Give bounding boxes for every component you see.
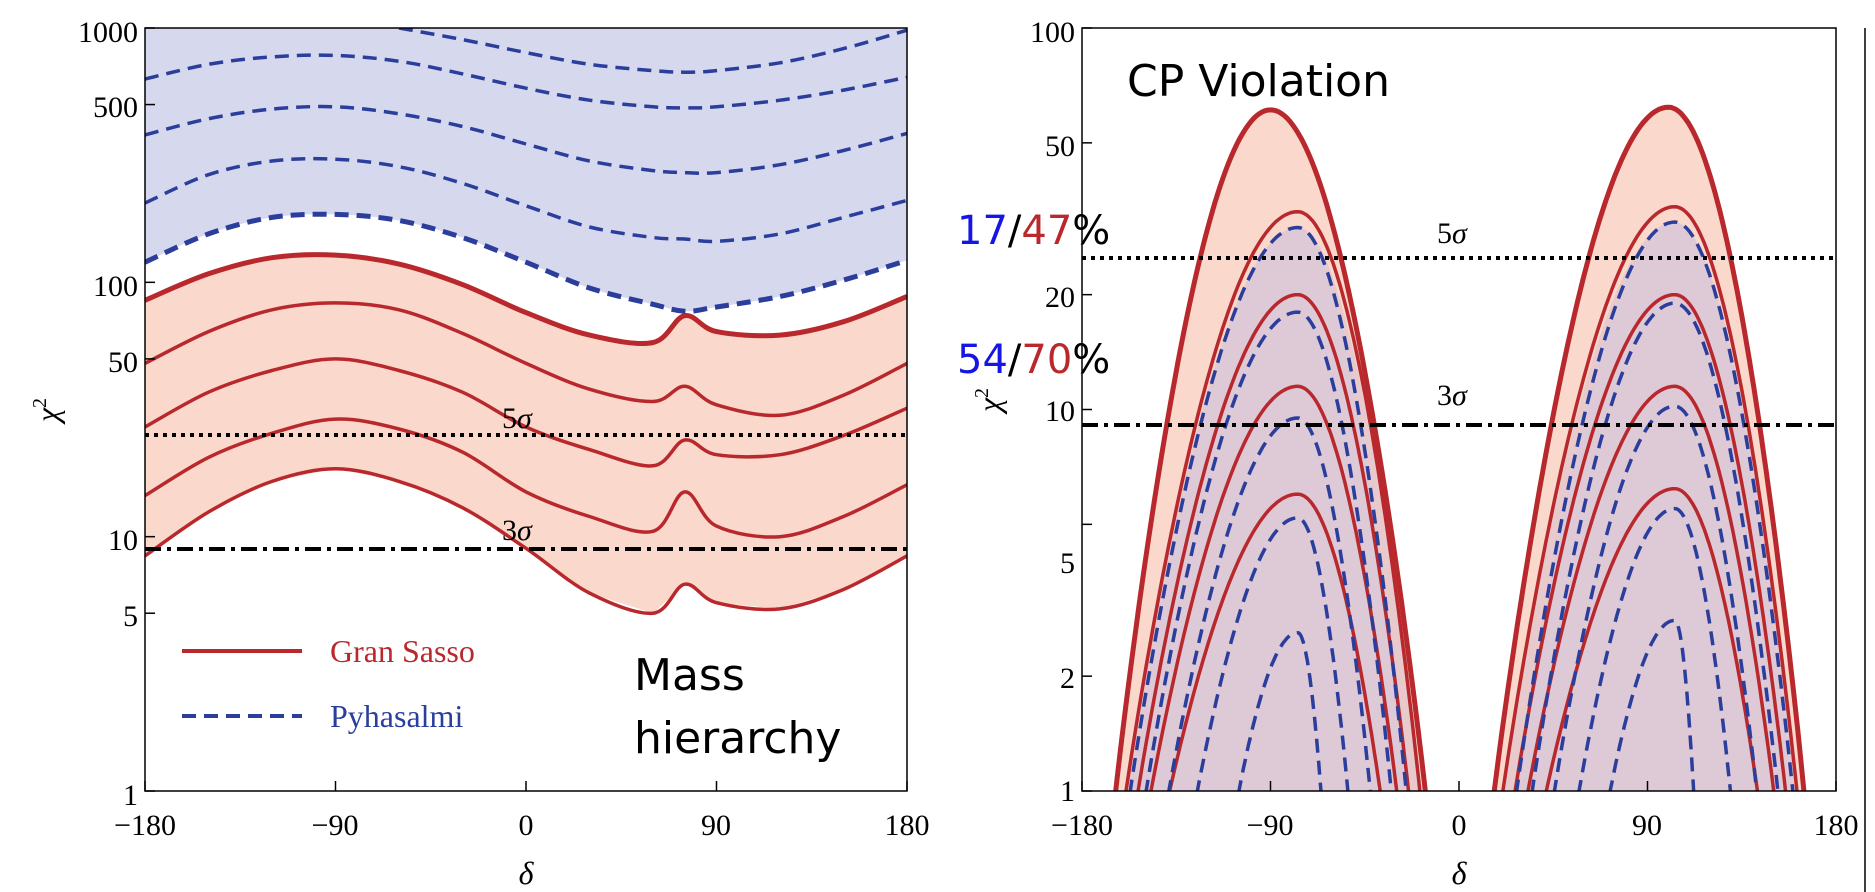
mass-hierarchy-panel: 5σ 3σ 1000 500 100 50 10 5 1 −180 −90 0 … bbox=[29, 16, 930, 891]
y-tick-label: 1 bbox=[1060, 775, 1075, 808]
cp-violation-title: CP Violation bbox=[1127, 56, 1390, 107]
y-axis-label: χ2 bbox=[971, 388, 1007, 415]
mass-hierarchy-curves bbox=[145, 28, 907, 616]
gran-sasso-curve bbox=[1501, 204, 1799, 791]
pyhasalmi-curve bbox=[145, 53, 907, 110]
x-tick-label: −90 bbox=[312, 809, 359, 842]
mass-hierarchy-note-line2: hierarchy bbox=[634, 713, 841, 764]
pyhasalmi-curve bbox=[1167, 416, 1373, 791]
y-tick-label: 50 bbox=[1045, 130, 1075, 163]
y-tick-label: 5 bbox=[1060, 547, 1075, 580]
cp-violation-curves bbox=[1113, 104, 1807, 791]
gran-sasso-curve bbox=[145, 466, 907, 616]
legend-pyhasalmi-label: Pyhasalmi bbox=[330, 698, 463, 734]
x-tick-label: 90 bbox=[701, 809, 731, 842]
legend: Gran Sasso Pyhasalmi bbox=[182, 633, 475, 734]
x-tick-labels-left: −180 −90 0 90 180 bbox=[114, 809, 929, 842]
y-tick-label: 1 bbox=[123, 779, 138, 812]
gran-sasso-curve bbox=[1513, 292, 1788, 791]
pyhasalmi-curve bbox=[398, 28, 907, 74]
five-sigma-label: 5σ bbox=[502, 402, 533, 435]
pyhasalmi-curve bbox=[1195, 516, 1350, 791]
x-axis-label: δ bbox=[1452, 855, 1468, 891]
pyhasalmi-curve bbox=[1514, 220, 1795, 791]
gran-sasso-curve bbox=[1113, 107, 1428, 791]
y-tick-label: 500 bbox=[93, 91, 138, 124]
gran-sasso-curve bbox=[1526, 384, 1776, 791]
x-tick-label: −180 bbox=[114, 809, 176, 842]
y-tick-label: 100 bbox=[1030, 16, 1075, 49]
y-tick-labels-left: 1000 500 100 50 10 5 1 bbox=[78, 16, 138, 812]
gran-sasso-curve bbox=[1124, 209, 1422, 791]
x-tick-label: 180 bbox=[1814, 809, 1859, 842]
x-tick-label: 180 bbox=[885, 809, 930, 842]
y-tick-label: 50 bbox=[108, 346, 138, 379]
x-tick-label: 0 bbox=[519, 809, 534, 842]
overlap-band bbox=[1126, 227, 1420, 791]
pyhasalmi-curve bbox=[1530, 301, 1780, 791]
left-axis-ticks bbox=[144, 27, 908, 792]
pyhasalmi-curve bbox=[145, 211, 907, 314]
pyhasalmi-curve bbox=[145, 104, 907, 176]
pyhasalmi-curve bbox=[1577, 506, 1733, 791]
gran-sasso-curve bbox=[1136, 292, 1411, 791]
pyhasalmi-band bbox=[145, 28, 907, 312]
pyhasalmi-curve bbox=[1552, 404, 1759, 791]
x-tick-label: 90 bbox=[1632, 809, 1662, 842]
y-axis-label: χ2 bbox=[29, 398, 65, 425]
pyhasalmi-curve bbox=[1128, 225, 1408, 791]
gran-sasso-curve bbox=[145, 357, 907, 468]
gran-sasso-curve bbox=[145, 417, 907, 539]
pct-annotation-3sigma: 54/70% bbox=[957, 337, 1110, 383]
pyhasalmi-curve bbox=[145, 156, 907, 244]
pyhasalmi-curve bbox=[1144, 310, 1394, 791]
gran-sasso-curve bbox=[145, 301, 907, 418]
three-sigma-label: 3σ bbox=[502, 514, 533, 547]
three-sigma-label: 3σ bbox=[1437, 379, 1468, 412]
gran-sasso-curve bbox=[1491, 104, 1807, 791]
pct-annotation-5sigma: 17/47% bbox=[957, 208, 1110, 254]
y-tick-label: 5 bbox=[123, 600, 138, 633]
x-tick-label: 0 bbox=[1452, 809, 1467, 842]
x-tick-label: −180 bbox=[1051, 809, 1113, 842]
mass-hierarchy-note-line1: Mass bbox=[634, 650, 745, 701]
five-sigma-label: 5σ bbox=[1437, 217, 1468, 250]
overlap-band bbox=[1503, 222, 1797, 791]
x-tick-label: −90 bbox=[1247, 809, 1294, 842]
y-tick-label: 10 bbox=[1045, 395, 1075, 428]
y-tick-label: 2 bbox=[1060, 662, 1075, 695]
y-tick-label: 1000 bbox=[78, 16, 138, 49]
y-tick-label: 100 bbox=[93, 270, 138, 303]
cp-violation-panel: 5σ 3σ 100 50 20 10 5 2 1 −180 −90 0 90 1… bbox=[957, 16, 1866, 892]
y-tick-labels-right: 100 50 20 10 5 2 1 bbox=[1030, 16, 1075, 808]
pyhasalmi-curve bbox=[1237, 630, 1323, 791]
gran-sasso-curve bbox=[1167, 492, 1382, 791]
y-tick-label: 20 bbox=[1045, 281, 1075, 314]
x-tick-labels-right: −180 −90 0 90 180 bbox=[1051, 809, 1858, 842]
cp-violation-bands bbox=[1115, 107, 1804, 791]
y-tick-label: 10 bbox=[108, 524, 138, 557]
legend-gran-sasso-label: Gran Sasso bbox=[330, 633, 475, 669]
gran-sasso-curve bbox=[145, 252, 907, 346]
x-axis-label: δ bbox=[519, 855, 535, 891]
right-axis-ticks bbox=[1081, 27, 1837, 792]
